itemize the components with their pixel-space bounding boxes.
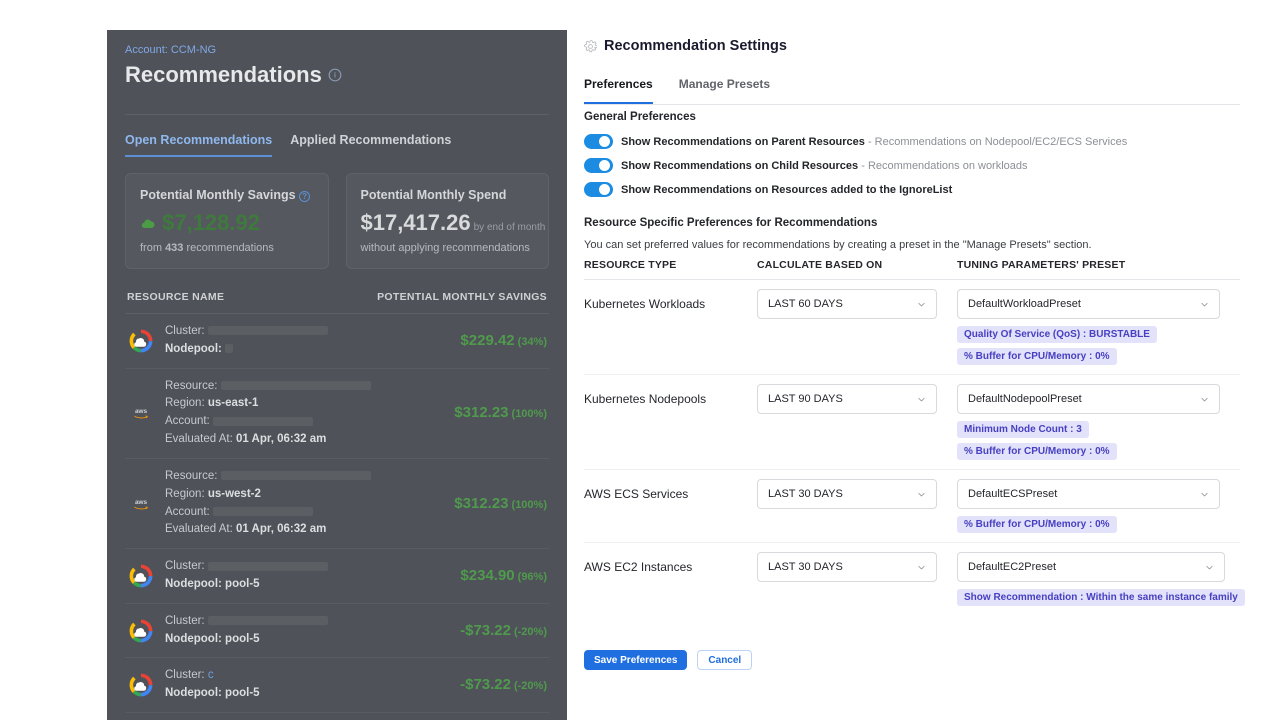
svg-text:aws: aws — [135, 499, 148, 506]
svg-text:aws: aws — [135, 408, 148, 415]
svg-text:i: i — [334, 72, 336, 79]
